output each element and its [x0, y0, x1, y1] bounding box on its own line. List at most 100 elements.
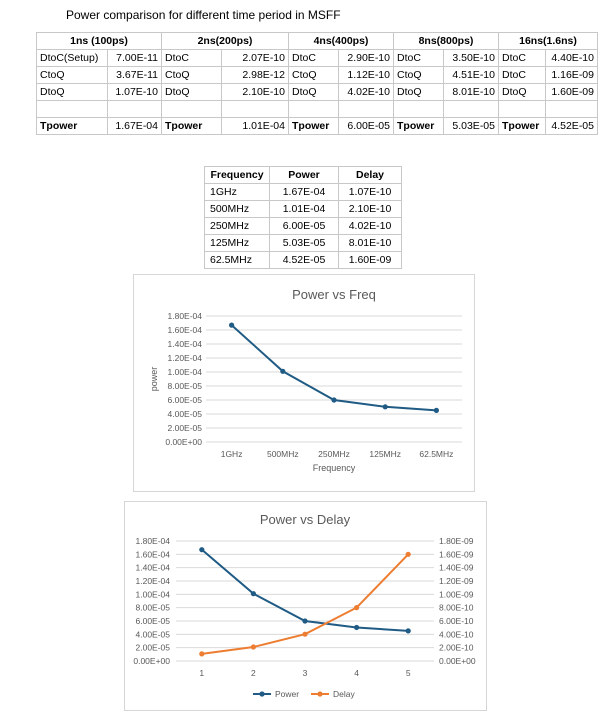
table-cell: 62.5MHz	[204, 251, 270, 269]
table-cell: 500MHz	[204, 200, 270, 218]
table-cell: DtoC	[288, 49, 339, 67]
data-point	[382, 404, 388, 410]
tpower-value: 6.00E-05	[337, 117, 395, 135]
y-tick-label: 1.40E-04	[168, 339, 203, 349]
y-tick-label: 1.60E-04	[136, 549, 171, 559]
data-point	[229, 322, 235, 328]
table-cell: 7.00E-11	[107, 49, 162, 67]
power-vs-delay-plot: Power vs Delay 0.00E+00 2.00E-05 4.00E-05 6.…	[133, 512, 476, 699]
y-tick-label: 6.00E-05	[136, 616, 171, 626]
table-tpower-row: Tpower 1.67E-04 Tpower 1.01E-04 Tpower 6…	[35, 117, 599, 135]
y2-tick-label: 8.00E-10	[439, 603, 474, 613]
table-cell: 1.60E-09	[544, 83, 599, 101]
table-row: 62.5MHz 4.52E-05 1.60E-09	[204, 251, 402, 269]
column-header: 4ns(400ps)	[288, 32, 394, 50]
legend-label: Delay	[333, 689, 355, 699]
table-cell: 5.03E-05	[269, 234, 339, 252]
table-cell: DtoQ	[161, 83, 222, 101]
x-tick-label: 5	[406, 668, 411, 678]
y-axis-title: power	[149, 367, 159, 392]
y-tick-label: 8.00E-05	[136, 603, 171, 613]
table-cell: 250MHz	[204, 217, 270, 235]
table-cell: 2.90E-10	[337, 49, 395, 67]
table-cell: CtoQ	[35, 66, 109, 84]
table-cell: 4.02E-10	[338, 217, 402, 235]
table-cell: 1.07E-10	[338, 183, 402, 201]
table-cell: 1.12E-10	[337, 66, 395, 84]
y2-tick-label: 6.00E-10	[439, 616, 474, 626]
chart-title: Power vs Freq	[292, 287, 376, 302]
data-point	[280, 368, 286, 374]
table-cell: 3.50E-10	[442, 49, 500, 67]
x-tick-label: 1	[199, 668, 204, 678]
y2-tick-label: 4.00E-10	[439, 629, 474, 639]
table-cell: 8.01E-10	[338, 234, 402, 252]
y-tick-label: 8.00E-05	[168, 381, 203, 391]
table-cell: 3.67E-11	[107, 66, 162, 84]
tpower-value: 5.03E-05	[442, 117, 500, 135]
table-cell: CtoQ	[288, 66, 339, 84]
y-tick-label: 1.80E-04	[168, 311, 203, 321]
data-point	[354, 605, 360, 611]
legend-label: Power	[275, 689, 299, 699]
y2-tick-label: 2.00E-10	[439, 643, 474, 653]
table-cell: DtoQ	[498, 83, 546, 101]
power-vs-freq-plot: Power vs Freq 0.00E+00 2.00E-05 4.00E-05 6.0…	[149, 287, 462, 473]
table-cell: CtoQ	[161, 66, 222, 84]
table-cell: DtoC	[393, 49, 444, 67]
table-cell: 1GHz	[204, 183, 270, 201]
column-header: 1ns (100ps)	[36, 32, 162, 50]
data-point	[302, 631, 308, 637]
y2-tick-label: 1.40E-09	[439, 563, 474, 573]
y-tick-label: 1.80E-04	[136, 536, 171, 546]
x-tick-label: 62.5MHz	[419, 449, 453, 459]
y-tick-label: 1.60E-04	[168, 325, 203, 335]
table-row: DtoC(Setup) 7.00E-11 DtoC 2.07E-10 DtoC …	[35, 49, 599, 67]
table-cell: 8.01E-10	[442, 83, 500, 101]
page-title: Power comparison for different time peri…	[66, 8, 341, 22]
y-tick-label: 2.00E-05	[168, 423, 203, 433]
table-row: 1GHz 1.67E-04 1.07E-10	[204, 183, 402, 201]
y-tick-label: 0.00E+00	[165, 437, 202, 447]
data-point	[302, 618, 308, 624]
series-line-delay	[201, 553, 409, 655]
table-row: 125MHz 5.03E-05 8.01E-10	[204, 234, 402, 252]
table-cell: 2.10E-10	[220, 83, 290, 101]
x-tick-label: 125MHz	[369, 449, 401, 459]
table-cell: DtoC	[161, 49, 222, 67]
table-cell: 6.00E-05	[269, 217, 339, 235]
timing-comparison-table: 1ns (100ps) 2ns(200ps) 4ns(400ps) 8ns(80…	[35, 32, 599, 135]
data-point	[354, 624, 360, 631]
data-point	[331, 397, 337, 403]
table-cell: DtoQ	[35, 83, 109, 101]
x-tick-label: 250MHz	[318, 449, 350, 459]
power-vs-freq-chart: Power vs Freq 0.00E+00 2.00E-05 4.00E-05 6.0…	[133, 274, 475, 492]
frequency-table: Frequency Power Delay 1GHz 1.67E-04 1.07…	[204, 166, 402, 269]
table-cell: 2.98E-12	[220, 66, 290, 84]
table-cell: 1.67E-04	[269, 183, 339, 201]
x-tick-label: 1GHz	[221, 449, 243, 459]
column-header: 16ns(1.6ns)	[498, 32, 598, 50]
x-tick-label: 3	[303, 668, 308, 678]
data-point	[250, 591, 256, 597]
table-header-row: Frequency Power Delay	[204, 166, 402, 184]
table-row: 250MHz 6.00E-05 4.02E-10	[204, 217, 402, 235]
table-cell: 4.52E-05	[269, 251, 339, 269]
tpower-label: Tpower	[393, 117, 444, 135]
y-tick-label: 1.00E-04	[168, 367, 203, 377]
data-point	[433, 407, 439, 413]
y-tick-label: 6.00E-05	[168, 395, 203, 405]
table-empty-row	[35, 100, 599, 118]
table-cell: DtoC(Setup)	[35, 49, 109, 67]
y-tick-label: 4.00E-05	[136, 629, 171, 639]
table-cell: CtoQ	[393, 66, 444, 84]
data-point	[405, 628, 411, 634]
power-vs-delay-chart: Power vs Delay 0.00E+00 2.00E-05 4.00E-05 6.…	[124, 501, 487, 711]
y2-tick-label: 1.60E-09	[439, 549, 474, 559]
y-tick-label: 4.00E-05	[168, 409, 203, 419]
column-header: 8ns(800ps)	[393, 32, 499, 50]
y-tick-label: 0.00E+00	[133, 656, 170, 666]
data-point	[199, 651, 205, 657]
column-header: Power	[269, 166, 339, 184]
x-axis-title: Frequency	[313, 463, 356, 473]
